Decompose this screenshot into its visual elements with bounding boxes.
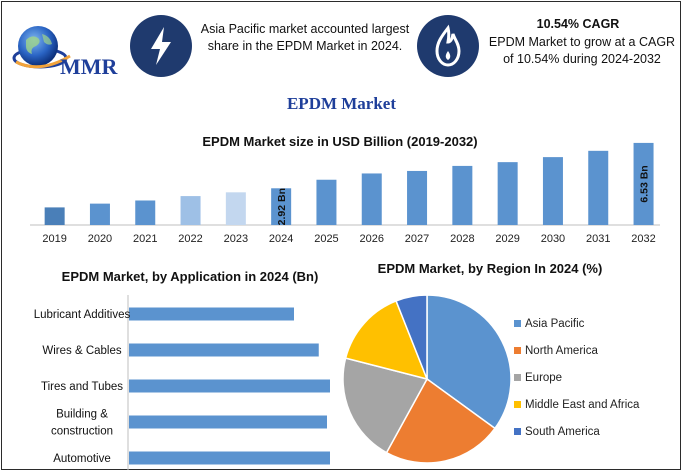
tick-label-2032: 2032 <box>631 233 655 245</box>
slice-europe <box>342 357 429 454</box>
category-label: Lubricant Additives <box>34 309 131 321</box>
bar-2025 <box>316 179 337 225</box>
tick-label-2021: 2021 <box>133 233 157 245</box>
legend-swatch <box>514 347 521 354</box>
legend-label: North America <box>525 345 598 357</box>
flame-icon <box>435 24 461 67</box>
page-title: EPDM Market <box>286 94 397 113</box>
bar-2022 <box>180 196 201 225</box>
market-size-bar-chart: 2019 2020 2021 2022 2023 2024 2.92 Bn 2025 2026 2… <box>30 142 660 245</box>
tick-label-2019: 2019 <box>42 233 66 245</box>
tick-label-2028: 2028 <box>450 233 474 245</box>
bar-2026 <box>361 173 382 225</box>
legend-label: Middle East and Africa <box>525 399 640 411</box>
bar-2028 <box>452 165 473 225</box>
bar-tires-and-tubes <box>129 379 330 393</box>
bar-wires-cables <box>129 343 319 357</box>
bar-2021 <box>135 200 156 225</box>
legend-swatch <box>514 428 521 435</box>
tick-label-2026: 2026 <box>360 233 384 245</box>
bar-2023 <box>225 192 246 225</box>
bar-2030 <box>542 157 563 225</box>
tick-label-2025: 2025 <box>314 233 338 245</box>
bar-2024 <box>271 188 292 225</box>
region-chart-title: EPDM Market, by Region In 2024 (%) <box>377 261 603 276</box>
tick-label-2031: 2031 <box>586 233 610 245</box>
market-size-chart-title: EPDM Market size in USD Billion (2019-20… <box>202 134 478 149</box>
legend-swatch <box>514 320 521 327</box>
application-chart-title: EPDM Market, by Application in 2024 (Bn) <box>61 269 319 284</box>
tick-label-2029: 2029 <box>495 233 519 245</box>
category-label: Automotive <box>53 453 111 465</box>
category-label: Tires and Tubes <box>41 381 123 393</box>
legend-swatch <box>514 374 521 381</box>
globe-icon <box>12 26 71 69</box>
tick-label-2024: 2024 <box>269 233 293 245</box>
flame-badge <box>417 15 479 77</box>
tick-label-2022: 2022 <box>178 233 202 245</box>
cagr-note: EPDM Market to grow at a CAGR of 10.54% … <box>488 35 676 66</box>
bar-2019 <box>44 207 65 225</box>
asia-pacific-share-note: Asia Pacific market accounted largest sh… <box>200 22 410 53</box>
legend-label: South America <box>525 426 600 438</box>
slice-north-america <box>385 377 497 464</box>
legend-label: Europe <box>525 372 562 384</box>
bar-2029 <box>497 162 518 225</box>
logo-text: MMR <box>60 54 118 79</box>
bar-2020 <box>89 203 110 225</box>
bar-2031 <box>588 150 609 225</box>
bar-automotive <box>129 451 330 465</box>
tick-label-2030: 2030 <box>541 233 565 245</box>
bar-lubricant-additives <box>129 307 294 321</box>
slice-asia-pacific <box>426 294 512 430</box>
data-label-2032: 6.53 Bn <box>639 165 651 202</box>
lightning-badge <box>130 15 192 77</box>
cagr-title: 10.54% CAGR <box>536 17 620 31</box>
tick-label-2027: 2027 <box>405 233 429 245</box>
region-pie-chart: Asia Pacific North America Europe Middle Ea… <box>342 294 640 464</box>
bar-2032 <box>633 142 654 225</box>
data-label-2024: 2.92 Bn <box>276 188 288 225</box>
bar-building-construction <box>129 415 327 429</box>
slice-middle-east-and-africa <box>344 299 429 381</box>
category-label: Building & construction <box>51 409 113 438</box>
application-bar-chart: Lubricant Additives Wires & Cables Tires a… <box>34 295 330 470</box>
slice-south-america <box>395 294 428 380</box>
bar-2027 <box>407 170 428 225</box>
lightning-icon <box>151 27 171 65</box>
legend-label: Asia Pacific <box>525 318 585 330</box>
tick-label-2023: 2023 <box>224 233 248 245</box>
legend-swatch <box>514 401 521 408</box>
logo <box>8 20 128 80</box>
category-label: Wires & Cables <box>42 345 121 357</box>
tick-label-2020: 2020 <box>88 233 112 245</box>
